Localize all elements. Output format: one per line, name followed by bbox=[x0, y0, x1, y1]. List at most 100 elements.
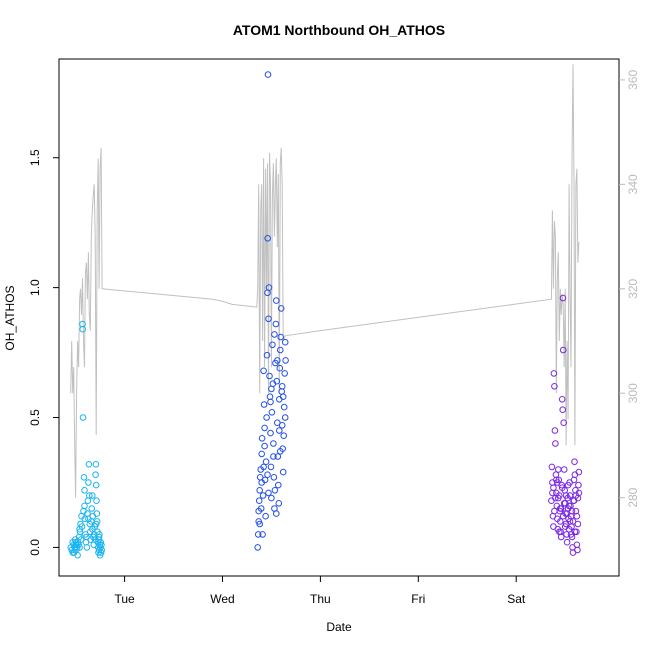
data-point bbox=[277, 333, 285, 341]
data-point bbox=[277, 448, 284, 455]
data-point bbox=[268, 409, 276, 416]
data-point bbox=[279, 468, 287, 476]
data-point bbox=[79, 325, 86, 333]
data-point bbox=[258, 435, 266, 442]
data-point bbox=[281, 370, 289, 377]
data-point bbox=[279, 393, 287, 401]
data-point bbox=[259, 492, 267, 499]
data-point bbox=[272, 320, 280, 328]
data-point bbox=[281, 338, 289, 346]
data-point bbox=[558, 396, 566, 403]
data-point bbox=[264, 71, 272, 78]
y-tick-label: 1.5 bbox=[28, 149, 42, 166]
data-point bbox=[267, 398, 274, 406]
data-point bbox=[263, 414, 270, 421]
data-point bbox=[277, 346, 284, 354]
data-point bbox=[551, 383, 558, 390]
y2-tick-label: 280 bbox=[626, 487, 640, 507]
secondary-line-layer bbox=[70, 64, 580, 498]
data-point bbox=[266, 372, 273, 380]
data-point bbox=[274, 419, 281, 427]
data-point bbox=[269, 341, 276, 349]
data-point bbox=[571, 471, 579, 479]
data-point bbox=[566, 518, 574, 525]
data-point bbox=[267, 463, 275, 471]
y2-tick-label: 340 bbox=[626, 174, 640, 194]
x-tick-label: Sat bbox=[507, 592, 526, 606]
data-point bbox=[559, 406, 567, 414]
data-point bbox=[548, 497, 555, 505]
data-point bbox=[275, 500, 283, 507]
data-point bbox=[96, 531, 103, 538]
data-point bbox=[555, 466, 562, 473]
data-point bbox=[552, 440, 559, 447]
data-point bbox=[254, 544, 262, 551]
data-point bbox=[72, 541, 79, 549]
data-point bbox=[548, 463, 556, 471]
data-point bbox=[278, 422, 286, 429]
data-point bbox=[268, 494, 275, 502]
x-tick-label: Tue bbox=[114, 592, 135, 606]
x-tick-label: Fri bbox=[411, 592, 425, 606]
data-point bbox=[85, 479, 92, 486]
data-point bbox=[559, 346, 567, 354]
x-tick-label: Wed bbox=[210, 592, 234, 606]
data-point bbox=[273, 510, 280, 517]
data-point bbox=[565, 502, 573, 510]
data-point bbox=[552, 494, 559, 502]
data-point bbox=[256, 487, 264, 494]
x-axis: Tue Wed Thu Fri Sat bbox=[114, 576, 526, 606]
data-point bbox=[273, 377, 281, 385]
data-point bbox=[571, 528, 579, 536]
data-point bbox=[557, 505, 565, 512]
data-point bbox=[79, 414, 87, 421]
data-point bbox=[268, 385, 275, 393]
data-point bbox=[260, 401, 268, 408]
data-point bbox=[267, 429, 274, 437]
data-point bbox=[569, 518, 577, 525]
y-axis: 0.0 0.5 1.0 1.5 bbox=[28, 149, 59, 556]
data-point bbox=[260, 367, 267, 375]
data-point bbox=[86, 492, 93, 499]
data-point bbox=[69, 549, 76, 556]
data-point bbox=[560, 500, 568, 507]
data-point bbox=[85, 515, 92, 523]
data-point bbox=[74, 551, 81, 559]
data-point bbox=[564, 481, 572, 489]
y-tick-label: 1.0 bbox=[28, 279, 42, 296]
data-point bbox=[92, 461, 100, 468]
data-point bbox=[274, 357, 281, 364]
data-point bbox=[85, 461, 93, 468]
data-point bbox=[551, 507, 558, 515]
data-point bbox=[551, 427, 559, 434]
data-point bbox=[255, 497, 263, 505]
data-point bbox=[254, 531, 262, 538]
data-point bbox=[563, 531, 570, 538]
data-point bbox=[271, 487, 279, 494]
data-point bbox=[88, 505, 96, 512]
data-point bbox=[77, 536, 85, 543]
y2-tick-label: 320 bbox=[626, 278, 640, 298]
data-point bbox=[277, 305, 285, 312]
data-point bbox=[93, 497, 100, 505]
data-point bbox=[92, 520, 100, 528]
data-point bbox=[550, 484, 557, 492]
data-point bbox=[265, 284, 273, 291]
points-layer bbox=[67, 71, 583, 559]
data-point bbox=[550, 370, 558, 377]
data-point bbox=[264, 471, 271, 479]
data-point bbox=[93, 510, 101, 517]
data-point bbox=[97, 549, 105, 556]
data-point bbox=[282, 357, 289, 364]
data-point bbox=[575, 481, 582, 489]
data-point bbox=[570, 476, 578, 484]
data-point bbox=[92, 481, 100, 489]
y2-tick-label: 300 bbox=[626, 383, 640, 403]
data-point bbox=[557, 518, 564, 525]
data-point bbox=[83, 544, 91, 551]
data-point bbox=[265, 489, 272, 497]
y-axis-label: OH_ATHOS bbox=[3, 285, 17, 350]
data-point bbox=[558, 484, 566, 492]
data-point bbox=[559, 294, 567, 302]
data-point bbox=[571, 458, 578, 466]
